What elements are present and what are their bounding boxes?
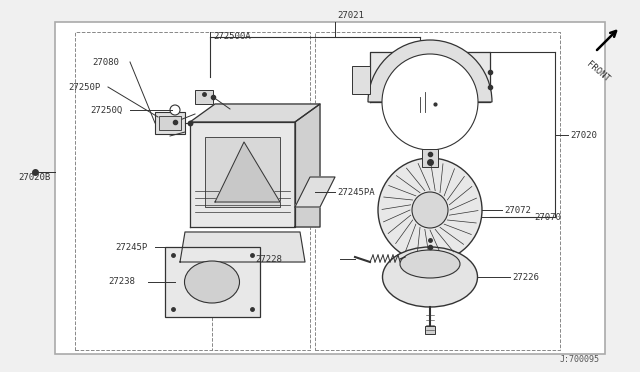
Text: 27228: 27228 [255,254,282,263]
Text: 27245PA: 27245PA [337,187,374,196]
Text: J:700095: J:700095 [560,355,600,364]
Bar [159,116,181,130]
Text: 27072: 27072 [504,205,531,215]
Text: 27238: 27238 [108,278,135,286]
Bar [352,66,370,94]
Bar [55,22,605,354]
Polygon shape [190,104,320,122]
Bar [195,90,213,104]
Text: 27020B: 27020B [18,173,51,182]
Bar [422,149,438,167]
Polygon shape [215,142,280,202]
Text: 27020: 27020 [570,131,597,140]
Bar [155,112,185,134]
Circle shape [412,192,448,228]
Ellipse shape [400,250,460,278]
Ellipse shape [383,247,477,307]
Text: 27070: 27070 [534,212,561,221]
Text: 27250Q: 27250Q [90,106,122,115]
Text: 272500A: 272500A [213,32,251,41]
Polygon shape [180,232,305,262]
Circle shape [378,158,482,262]
Polygon shape [370,52,490,102]
Bar [205,137,280,207]
Bar [165,247,260,317]
Circle shape [170,105,180,115]
Text: 27245P: 27245P [115,243,147,251]
Text: 27080: 27080 [92,58,119,67]
Text: 27021: 27021 [337,11,364,20]
Wedge shape [368,40,492,102]
Text: 27250P: 27250P [68,83,100,92]
Polygon shape [295,104,320,227]
Polygon shape [295,177,335,207]
Polygon shape [190,122,295,227]
Bar [425,326,435,334]
Text: 27226: 27226 [512,273,539,282]
Ellipse shape [184,261,239,303]
Text: FRONT: FRONT [585,60,611,84]
Circle shape [382,54,478,150]
